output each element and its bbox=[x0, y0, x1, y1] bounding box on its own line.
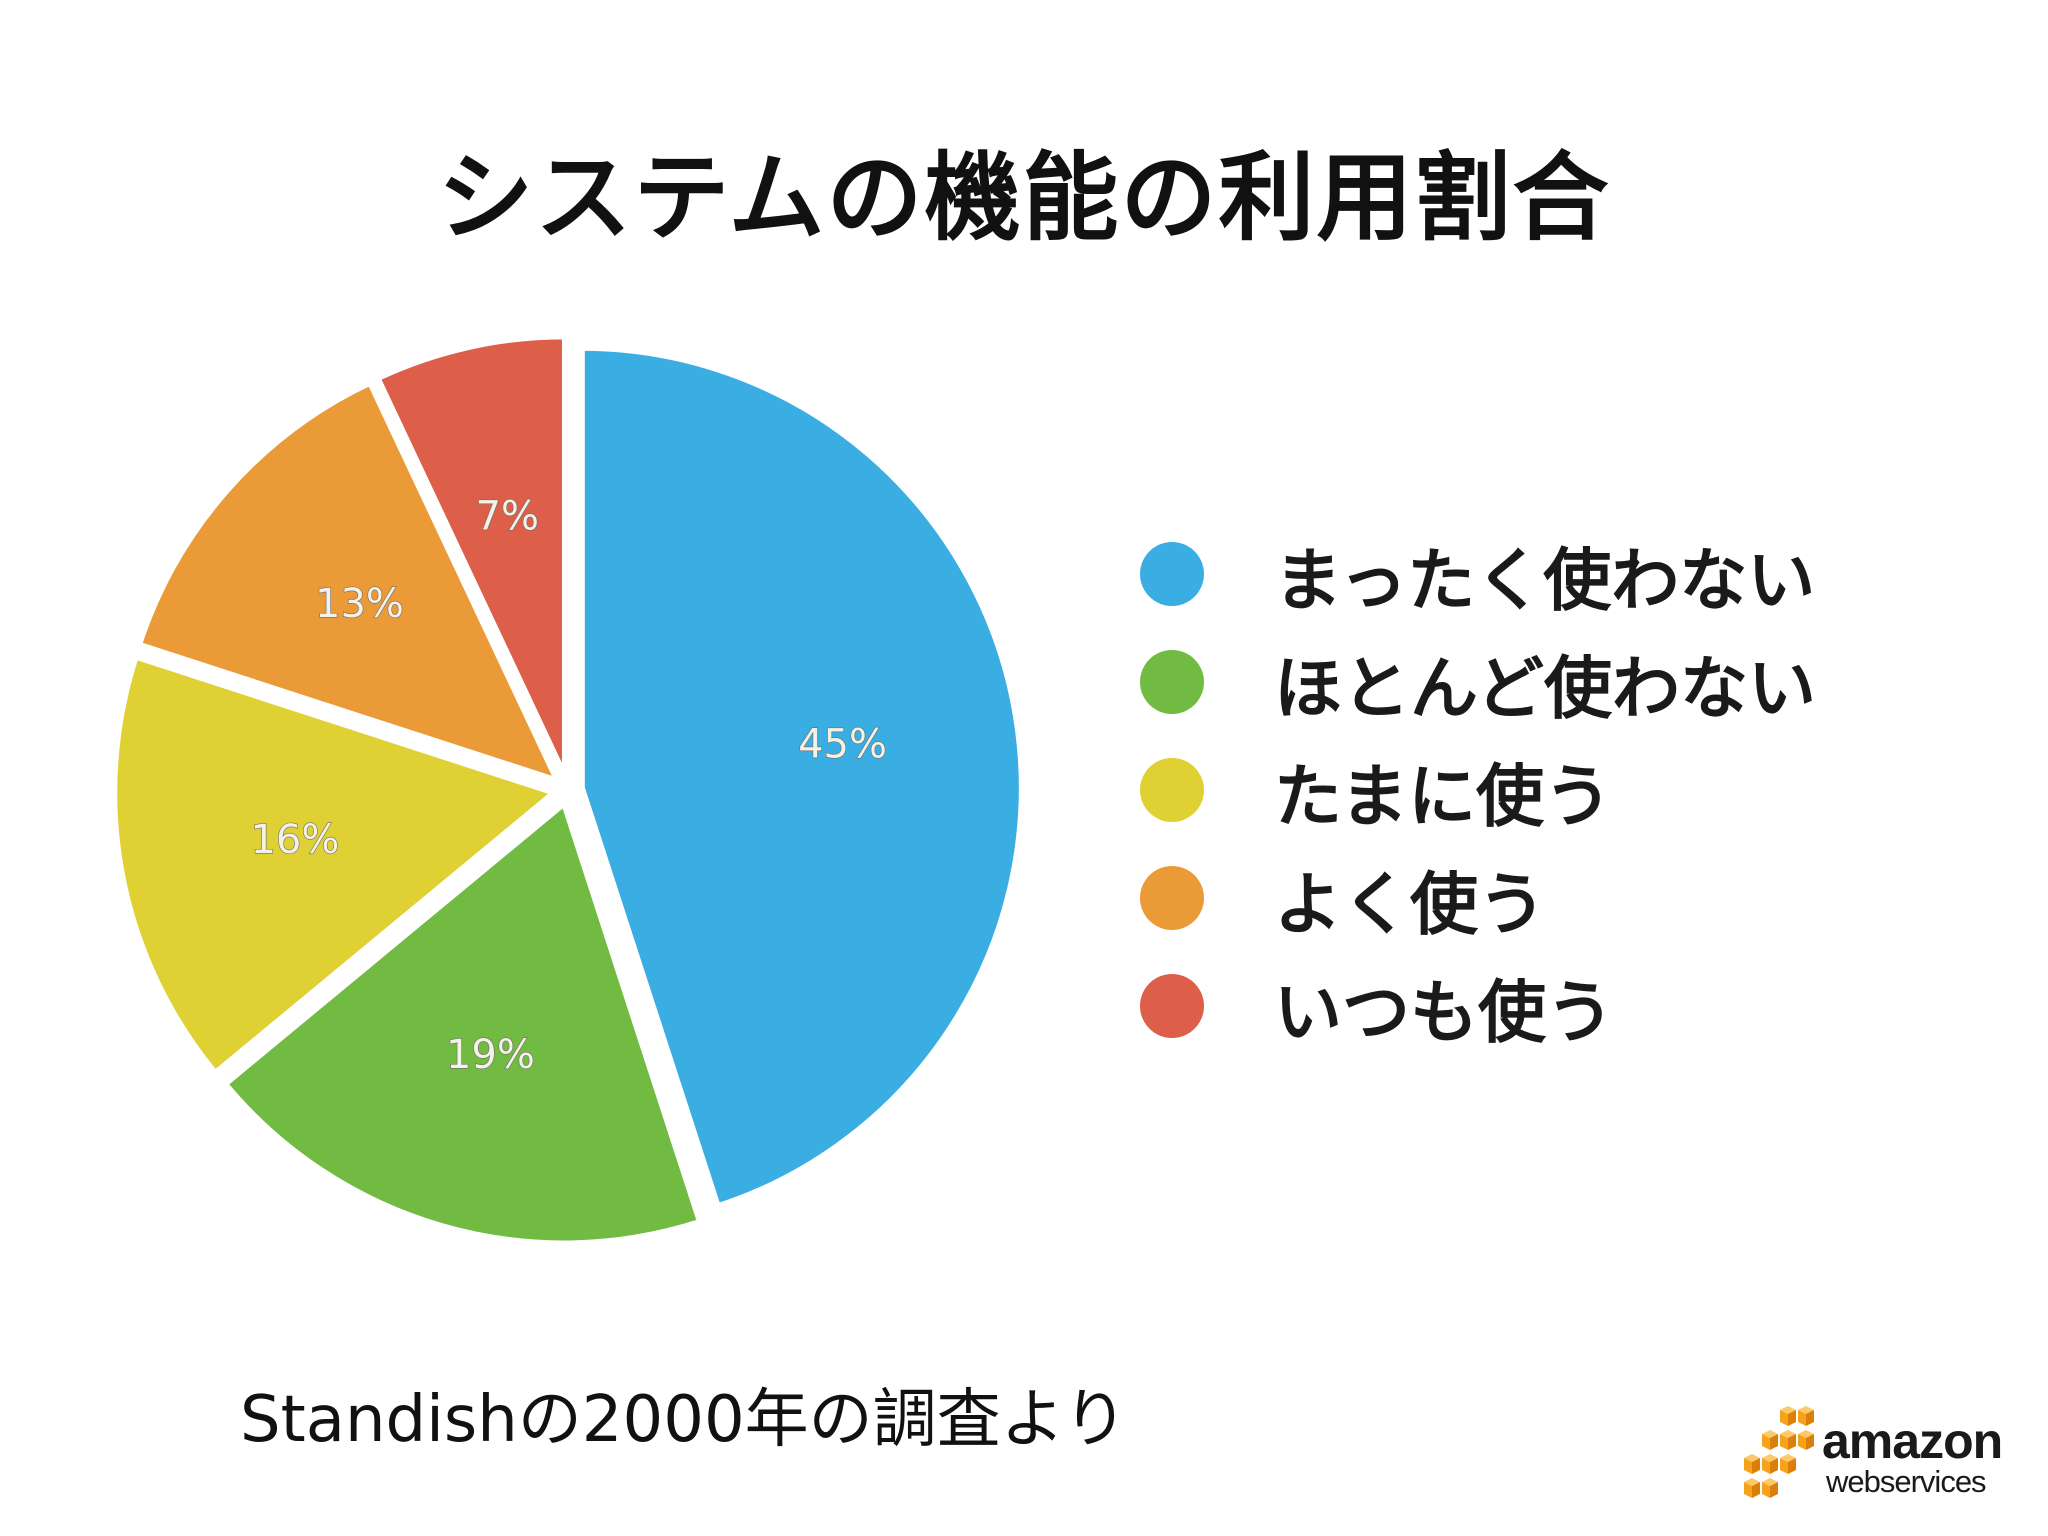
legend-swatch bbox=[1140, 974, 1204, 1038]
legend-label: まったく使わない bbox=[1274, 541, 1816, 621]
slide-title: システムの機能の利用割合 bbox=[437, 142, 1611, 254]
pie-slice bbox=[374, 333, 568, 780]
aws-cube bbox=[1744, 1478, 1760, 1498]
aws-cube bbox=[1762, 1430, 1778, 1450]
aws-logo-line2: webservices bbox=[1826, 1464, 1987, 1499]
aws-cube bbox=[1744, 1454, 1760, 1474]
source-note: Standishの2000年の調査より bbox=[240, 1383, 1128, 1457]
pie-slice bbox=[111, 653, 558, 1077]
pie-slice bbox=[578, 344, 1025, 1210]
aws-cubes-icon bbox=[1744, 1406, 1814, 1498]
legend-swatch bbox=[1140, 758, 1204, 822]
aws-cube bbox=[1762, 1478, 1778, 1498]
slice-value-label: 16% bbox=[250, 817, 339, 863]
aws-cube bbox=[1798, 1430, 1814, 1450]
legend-label: ほとんど使わない bbox=[1274, 649, 1816, 729]
legend-swatch bbox=[1140, 866, 1204, 930]
legend-swatch bbox=[1140, 542, 1204, 606]
aws-cube bbox=[1780, 1406, 1796, 1426]
aws-cube bbox=[1798, 1406, 1814, 1426]
legend-item: ほとんど使わない bbox=[1140, 628, 1816, 736]
chart-legend: まったく使わない ほとんど使わない たまに使う よく使う いつも使う bbox=[1140, 520, 1816, 1060]
slice-value-label: 45% bbox=[798, 722, 887, 768]
legend-item: まったく使わない bbox=[1140, 520, 1816, 628]
aws-cube bbox=[1780, 1430, 1796, 1450]
slice-value-label: 13% bbox=[315, 581, 404, 627]
aws-logo: amazon webservices bbox=[1740, 1400, 2030, 1510]
aws-cube bbox=[1762, 1454, 1778, 1474]
pie-slice bbox=[136, 379, 561, 784]
legend-item: たまに使う bbox=[1140, 736, 1816, 844]
legend-label: たまに使う bbox=[1274, 757, 1612, 837]
legend-label: いつも使う bbox=[1274, 973, 1615, 1053]
legend-label: よく使う bbox=[1274, 865, 1547, 945]
slice-value-label: 7% bbox=[476, 494, 539, 540]
legend-item: いつも使う bbox=[1140, 952, 1816, 1060]
legend-swatch bbox=[1140, 650, 1204, 714]
slice-value-label: 19% bbox=[446, 1032, 535, 1078]
pie-slice bbox=[222, 800, 704, 1247]
legend-item: よく使う bbox=[1140, 844, 1816, 952]
aws-cube bbox=[1780, 1454, 1796, 1474]
aws-logo-line1: amazon bbox=[1822, 1413, 2003, 1469]
